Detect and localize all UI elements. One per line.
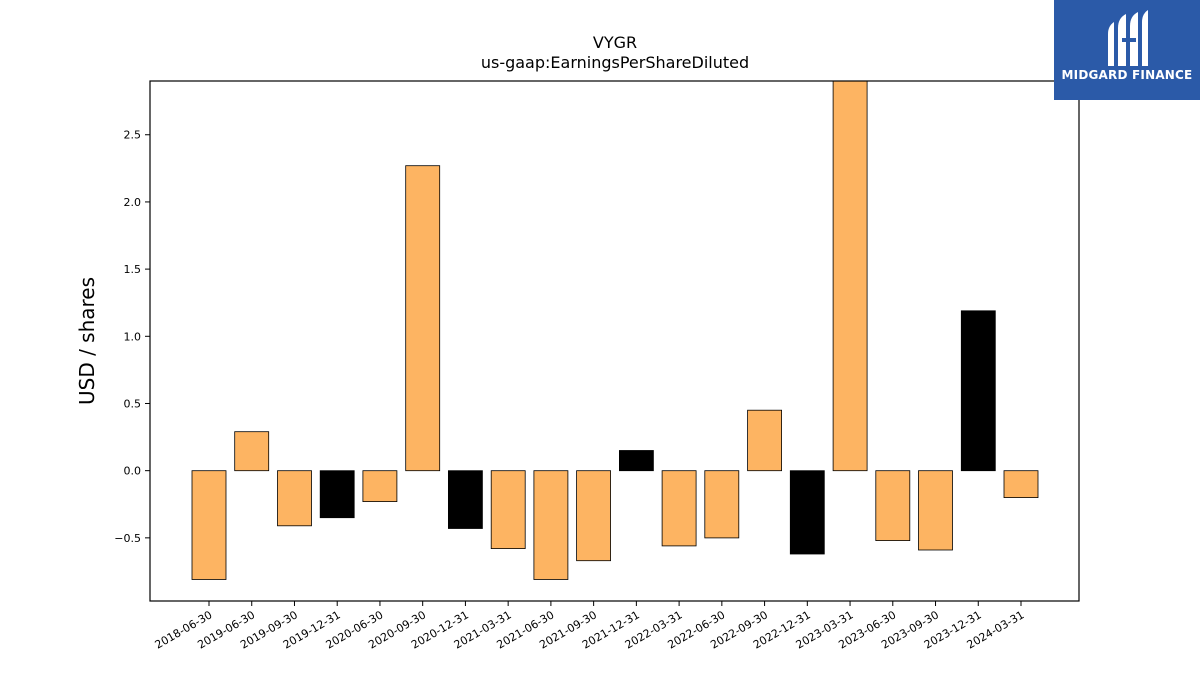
bar-2022-06-30 — [704, 470, 740, 539]
bar-2019-09-30 — [277, 470, 312, 527]
y-tick-label: 2.5 — [124, 129, 142, 142]
y-tick-label: 2.0 — [124, 196, 142, 209]
y-axis-label: USD / shares — [75, 277, 99, 405]
bar-2021-09-30 — [576, 470, 611, 562]
midgard-logo-icon — [1108, 10, 1148, 66]
bar-2021-03-31 — [490, 470, 526, 550]
bar-2022-12-31 — [789, 470, 825, 555]
x-axis-ticks: 2018-06-302019-06-302019-09-302019-12-31… — [153, 601, 1027, 652]
plot-frame — [149, 80, 1080, 602]
bar-2024-03-31 — [1003, 470, 1039, 499]
logo-text: MIDGARD FINANCE — [1061, 68, 1193, 82]
y-axis-ticks: −0.5 0.0 0.5 1.0 1.5 2.0 2.5 — [114, 129, 150, 545]
bar-2019-12-31 — [319, 470, 355, 519]
bar-2022-09-30 — [747, 409, 782, 472]
bar-2023-06-30 — [875, 470, 911, 542]
bar-2018-06-30 — [191, 470, 227, 580]
bar-2019-06-30 — [234, 431, 270, 472]
y-tick-label: 1.5 — [124, 263, 142, 276]
bar-2021-06-30 — [533, 470, 569, 580]
y-tick-label: 0.5 — [124, 397, 142, 410]
bar-2020-06-30 — [362, 470, 398, 503]
bar-2023-03-31 — [832, 80, 868, 472]
y-tick-label: 0.0 — [124, 465, 142, 478]
bar-2022-03-31 — [661, 470, 697, 547]
bars-layer — [191, 80, 1039, 580]
bar-2023-09-30 — [918, 470, 953, 551]
y-tick-label: −0.5 — [114, 532, 141, 545]
bar-2021-12-31 — [619, 450, 654, 472]
y-tick-label: 1.0 — [124, 330, 142, 343]
midgard-finance-logo: MIDGARD FINANCE — [1054, 0, 1200, 100]
bar-2023-12-31 — [960, 310, 996, 472]
chart-title: VYGR — [593, 33, 637, 52]
chart-subtitle: us-gaap:EarningsPerShareDiluted — [481, 53, 749, 72]
bar-2020-12-31 — [447, 470, 483, 529]
bar-2020-09-30 — [405, 165, 441, 472]
